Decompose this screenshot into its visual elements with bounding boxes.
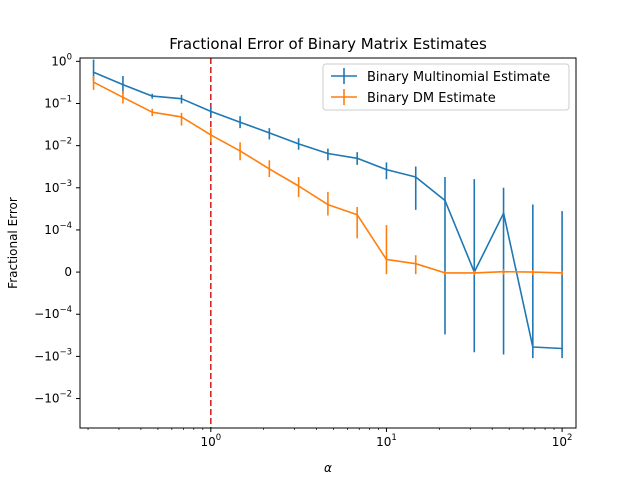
y-tick-label: 10−3 [44, 179, 72, 195]
data-point [356, 213, 358, 216]
axes-frame [79, 57, 577, 429]
x-tick-exponent: 1 [391, 433, 396, 443]
x-tick-base: 10 [376, 435, 391, 449]
data-point [502, 212, 505, 214]
y-tick-base: 10 [44, 96, 59, 110]
y-tick-label: 10−1 [44, 94, 72, 110]
data-point [532, 346, 534, 348]
y-tick-label: −10−2 [34, 390, 72, 406]
legend-box [322, 63, 570, 111]
data-point [385, 258, 388, 261]
chart-title: Fractional Error of Binary Matrix Estima… [169, 35, 487, 53]
data-point [92, 81, 95, 83]
plot-area [92, 58, 563, 428]
y-tick-exponent: −3 [59, 179, 72, 189]
legend-label-multinomial: Binary Multinomial Estimate [367, 70, 550, 85]
data-point [385, 168, 388, 171]
data-point [561, 347, 563, 350]
data-point [502, 270, 505, 273]
y-tick-label: 10−4 [44, 221, 72, 237]
data-point [180, 97, 183, 100]
data-point [122, 96, 124, 99]
data-point [473, 272, 476, 274]
y-tick-base: 10 [51, 54, 66, 68]
y-tick-exponent: −3 [59, 347, 72, 357]
data-point [239, 150, 241, 152]
x-axis-ticks: 100 101 102 [87, 428, 573, 449]
y-tick-exponent: 0 [67, 52, 72, 62]
data-point [414, 176, 417, 178]
data-point [92, 71, 95, 74]
data-point [180, 116, 183, 118]
x-tick-base: 10 [200, 435, 215, 449]
y-tick-base: 10 [44, 139, 59, 153]
series-dm [92, 75, 563, 276]
data-point [327, 152, 329, 155]
y-tick-base: 10 [44, 223, 59, 237]
data-point [268, 132, 271, 134]
y-axis-label: Fractional Error [6, 197, 20, 289]
y-tick-label: −10−4 [34, 305, 72, 321]
data-point [210, 134, 212, 136]
x-tick-label: 101 [376, 433, 397, 449]
data-point [151, 95, 154, 97]
y-tick-exponent: −2 [59, 137, 72, 147]
x-tick-label: 102 [552, 433, 573, 449]
data-point [268, 168, 271, 170]
legend-label-dm: Binary DM Estimate [367, 91, 496, 106]
data-point [297, 185, 300, 187]
y-tick-label: 0 [64, 265, 72, 279]
data-point [561, 272, 563, 274]
y-tick-label: 100 [51, 52, 72, 68]
data-point [210, 110, 212, 113]
data-point [414, 262, 417, 265]
y-tick-base: 10 [44, 181, 59, 195]
x-tick-exponent: 2 [567, 433, 572, 443]
plot-border [79, 57, 577, 429]
data-point [297, 143, 300, 145]
data-point [239, 121, 241, 123]
legend: Binary Multinomial Estimate Binary DM Es… [322, 63, 570, 111]
legend-item-multinomial: Binary Multinomial Estimate [331, 68, 550, 85]
y-tick-base: −10 [34, 349, 59, 363]
y-tick-exponent: −4 [59, 305, 72, 315]
y-tick-exponent: −2 [59, 390, 72, 400]
data-point [122, 83, 124, 86]
data-point [444, 199, 446, 202]
data-point [151, 111, 154, 114]
data-point [444, 272, 446, 274]
y-tick-exponent: −4 [59, 221, 72, 231]
y-tick-base: −10 [34, 392, 59, 406]
data-point [356, 157, 358, 160]
x-tick-base: 10 [552, 435, 567, 449]
x-tick-label: 100 [200, 433, 221, 449]
y-tick-base: 0 [64, 265, 72, 279]
data-point [327, 203, 329, 206]
y-tick-label: −10−3 [34, 347, 72, 363]
y-tick-base: −10 [34, 307, 59, 321]
x-tick-exponent: 0 [216, 433, 221, 443]
data-point [532, 271, 534, 273]
x-axis-label: α [324, 461, 332, 475]
legend-item-dm: Binary DM Estimate [331, 89, 496, 106]
y-tick-label: 10−2 [44, 137, 72, 153]
y-tick-exponent: −1 [59, 94, 72, 104]
